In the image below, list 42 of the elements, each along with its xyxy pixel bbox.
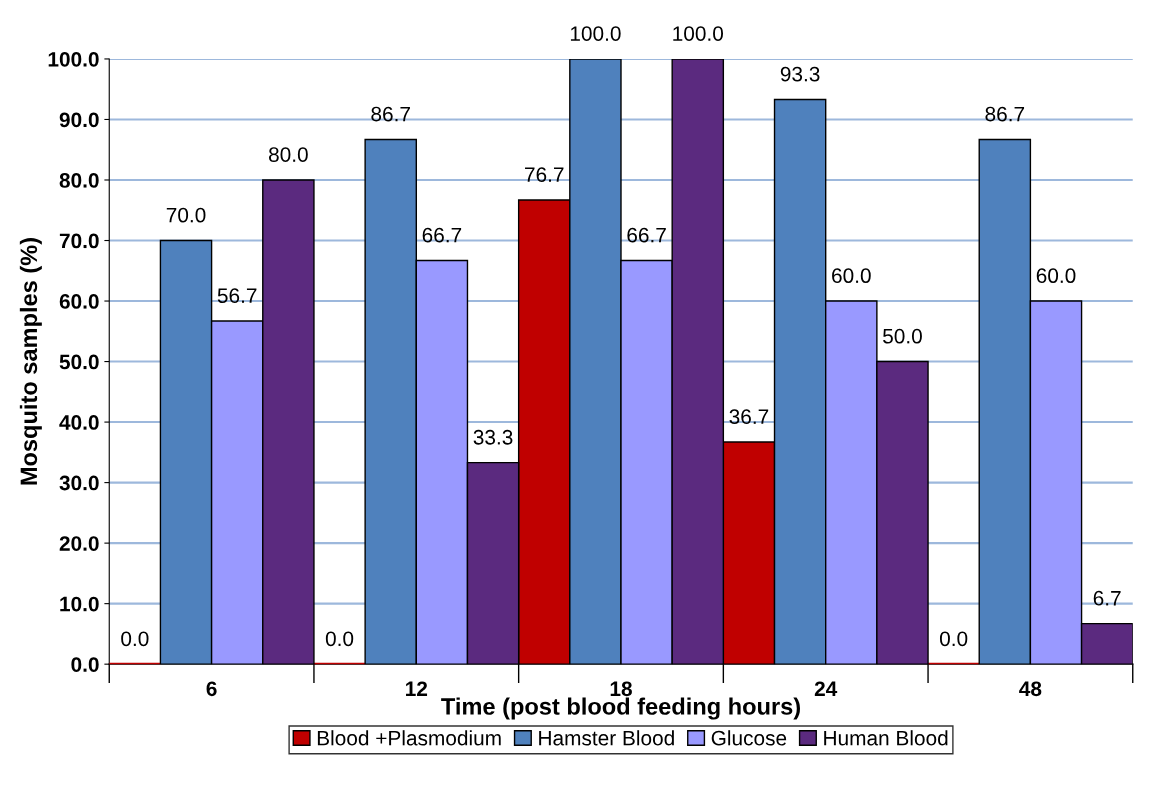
data-label: 66.7 [627,227,666,243]
data-label: 80.0 [269,147,308,162]
data-label: 86.7 [371,106,410,122]
y-tick-label: 0.0 [71,657,99,672]
x-tick-label: 18 [610,681,632,697]
data-label: 33.3 [473,429,513,445]
data-label: 100.0 [673,26,724,41]
data-label: 93.3 [780,66,820,82]
data-label: 0.0 [939,631,968,647]
data-label: 60.0 [1036,268,1076,284]
x-axis-title: Time (post blood feeding hours) [441,697,800,720]
x-tick-label: 12 [406,681,428,696]
x-tick-label: 24 [814,681,838,696]
x-tick-label: 48 [1019,681,1042,697]
data-label: 60.0 [832,268,871,284]
data-label: 86.7 [985,106,1025,122]
data-label: 36.7 [729,409,769,425]
x-tick-label: 6 [206,681,217,697]
y-axis-title: Mosquito samples (%) [19,238,42,485]
y-tick-label: 100.0 [48,51,99,67]
y-tick-label: 80.0 [59,173,99,188]
y-tick-label: 10.0 [60,596,99,612]
y-tick-label: 50.0 [59,354,99,370]
legend-label: Human Blood [824,730,948,746]
y-tick-label: 40.0 [59,415,99,430]
y-tick-label: 30.0 [59,475,99,491]
y-tick-label: 70.0 [59,233,99,249]
legend-label: Blood +Plasmodium [317,730,501,746]
y-tick-label: 90.0 [59,112,99,128]
legend-label: Glucose [711,730,787,746]
data-label: 70.0 [166,207,206,223]
data-label: 6.7 [1093,590,1121,606]
legend-label: Hamster Blood [539,730,674,746]
y-tick-label: 20.0 [59,536,99,551]
y-tick-label: 60.0 [59,294,99,309]
data-label: 66.7 [422,227,462,243]
data-label: 0.0 [325,631,354,647]
data-label: 50.0 [883,328,922,344]
data-label: 100.0 [570,26,621,41]
data-label: 76.7 [525,167,564,182]
data-label: 0.0 [121,631,149,647]
data-label: 56.7 [217,288,257,303]
